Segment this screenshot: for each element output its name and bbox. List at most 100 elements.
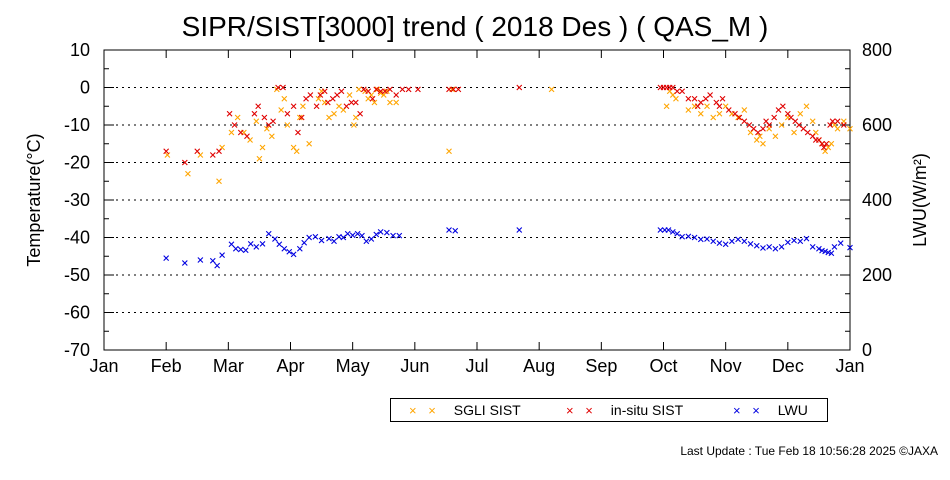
- legend-label-insitu: in-situ SIST: [610, 402, 684, 418]
- data-point: [791, 237, 797, 244]
- data-point: [821, 144, 827, 151]
- data-point: [766, 122, 773, 128]
- data-point: [405, 86, 412, 93]
- data-point: [760, 125, 766, 132]
- data-point: [722, 241, 729, 248]
- data-point: [847, 244, 853, 251]
- data-point: [393, 99, 400, 106]
- data-point: [312, 233, 319, 240]
- data-point: [663, 103, 670, 110]
- data-point: [348, 99, 355, 106]
- data-point: [253, 243, 260, 250]
- data-point: [778, 243, 785, 250]
- data-point: [725, 107, 732, 113]
- y2-tick-label: 0: [862, 340, 872, 360]
- data-point: [373, 231, 380, 238]
- data-point: [331, 238, 337, 245]
- data-point: [760, 245, 766, 251]
- data-point: [197, 257, 204, 263]
- data-point: [685, 95, 692, 102]
- data-point: [834, 125, 841, 132]
- data-point: [710, 238, 717, 245]
- data-point: [284, 110, 291, 117]
- data-point: [716, 110, 723, 117]
- data-point: [290, 103, 297, 110]
- data-point: [365, 88, 372, 95]
- data-point: [778, 122, 785, 128]
- data-point: [354, 230, 361, 237]
- data-point: [256, 155, 263, 162]
- x-tick-label: Sep: [585, 356, 617, 376]
- data-point: [837, 240, 844, 247]
- chart-title: SIPR/SIST[3000] trend ( 2018 Des ) ( QAS…: [182, 11, 769, 42]
- data-point: [276, 241, 283, 248]
- data-point: [697, 236, 704, 243]
- x-tick-label: Dec: [772, 356, 804, 376]
- data-point: [306, 140, 313, 147]
- data-point: [253, 118, 260, 125]
- data-point: [360, 86, 367, 93]
- data-point: [741, 107, 748, 113]
- legend-marker-lwu: × ×: [733, 403, 764, 418]
- data-point: [352, 99, 359, 106]
- x-tick-label: Apr: [276, 356, 304, 376]
- data-point: [281, 95, 288, 102]
- data-point: [548, 86, 555, 93]
- legend-label-sgli: SGLI SIST: [453, 402, 521, 418]
- legend-item-sgli: × × SGLI SIST: [409, 402, 521, 418]
- data-point: [674, 230, 681, 237]
- y-tick-label: -10: [64, 115, 90, 135]
- legend: × × SGLI SIST × × in-situ SIST × × LWU: [390, 398, 828, 422]
- data-point: [216, 148, 222, 155]
- data-point: [244, 133, 250, 140]
- data-point: [357, 110, 364, 117]
- data-point: [707, 92, 714, 98]
- data-point: [315, 95, 322, 102]
- data-point: [263, 125, 270, 132]
- data-points: [163, 84, 853, 269]
- data-point: [819, 140, 825, 147]
- data-point: [185, 170, 191, 177]
- data-point: [697, 99, 704, 106]
- y2-tick-label: 200: [862, 265, 892, 285]
- data-point: [827, 122, 833, 128]
- y-tick-label: -60: [64, 303, 90, 323]
- data-point: [338, 88, 345, 95]
- data-point: [247, 240, 254, 247]
- data-point: [237, 129, 244, 136]
- data-point: [234, 114, 241, 121]
- data-point: [516, 84, 523, 91]
- data-point: [237, 246, 244, 253]
- data-point: [231, 122, 238, 128]
- legend-marker-sgli: × ×: [409, 403, 440, 418]
- data-point: [371, 99, 378, 106]
- data-point: [278, 107, 285, 113]
- data-point: [797, 238, 804, 245]
- data-point: [755, 129, 761, 136]
- data-point: [455, 86, 462, 93]
- y-tick-label: -30: [64, 190, 90, 210]
- data-point: [251, 110, 258, 117]
- series-in-situ-sist: [163, 84, 847, 166]
- data-point: [716, 103, 723, 110]
- data-point: [293, 148, 300, 155]
- data-point: [809, 118, 816, 125]
- data-point: [194, 148, 201, 155]
- data-point: [797, 110, 804, 117]
- data-point: [336, 233, 342, 240]
- data-point: [772, 133, 779, 140]
- data-point: [834, 118, 841, 125]
- data-point: [363, 238, 370, 245]
- data-point: [307, 92, 314, 98]
- data-point: [396, 232, 403, 239]
- data-point: [296, 114, 303, 121]
- data-point: [326, 235, 332, 242]
- data-point: [382, 88, 388, 95]
- data-point: [209, 152, 216, 158]
- data-point: [791, 129, 797, 136]
- data-point: [779, 103, 786, 110]
- y-tick-label: 0: [80, 78, 90, 98]
- data-point: [343, 103, 350, 110]
- last-update-footer: Last Update : Tue Feb 18 10:56:28 2025 ©…: [680, 444, 938, 458]
- data-point: [164, 152, 171, 158]
